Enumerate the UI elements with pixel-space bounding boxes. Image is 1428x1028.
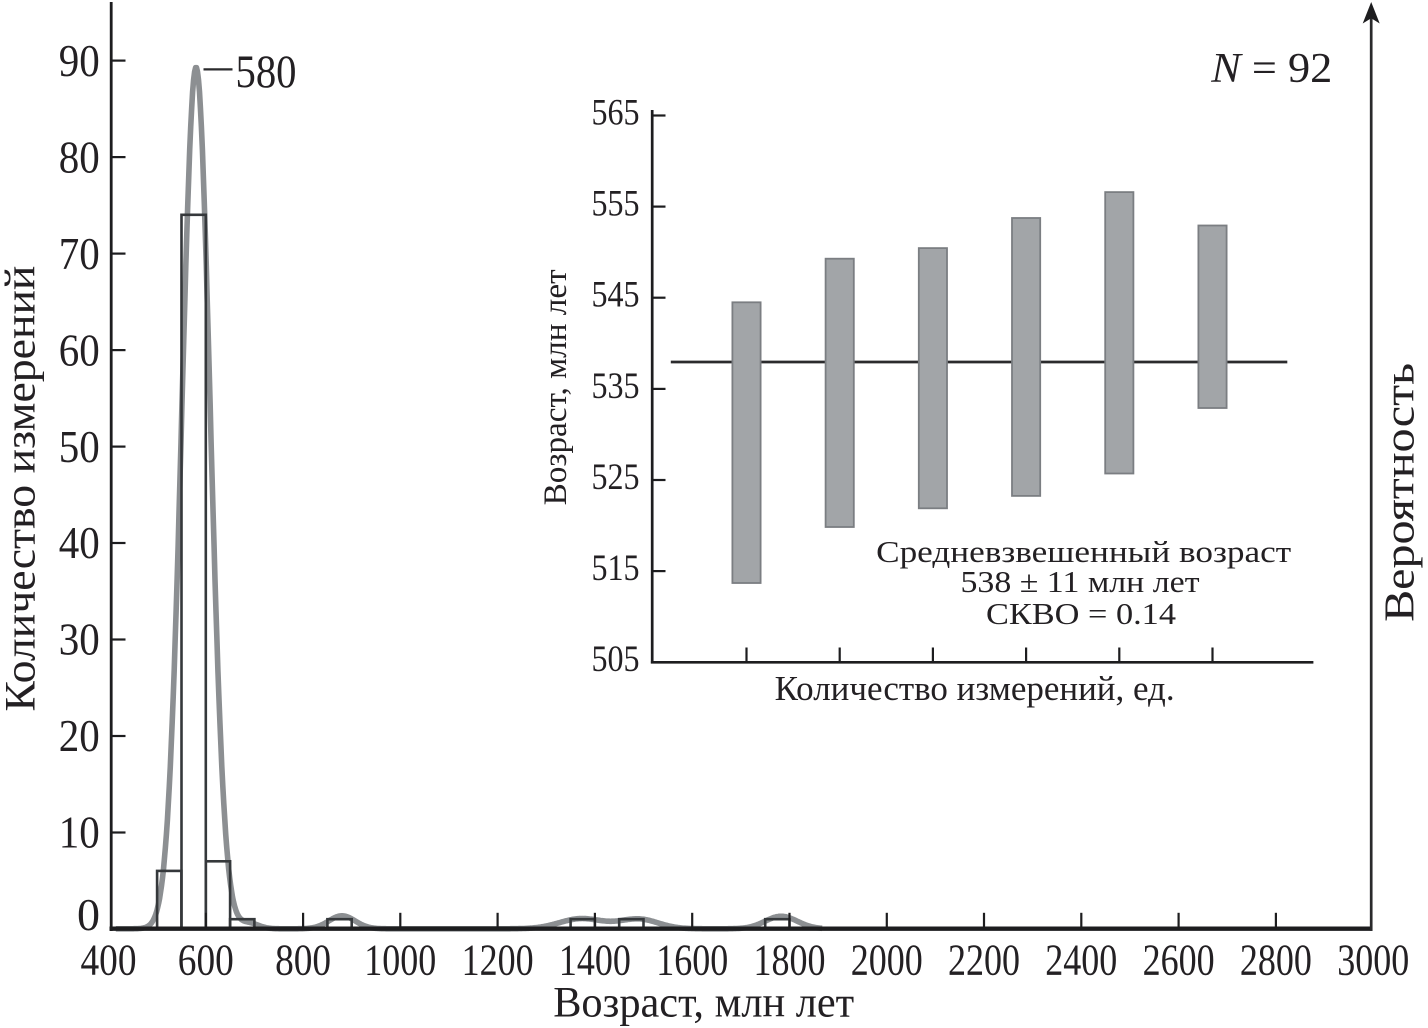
svg-text:580: 580 [236,46,297,98]
svg-text:N = 92: N = 92 [1210,45,1332,92]
svg-text:10: 10 [59,807,100,858]
svg-text:2600: 2600 [1143,935,1215,984]
svg-text:Количество измерений, ед.: Количество измерений, ед. [775,670,1175,708]
svg-text:600: 600 [178,935,234,984]
svg-text:1000: 1000 [364,935,436,984]
svg-text:80: 80 [59,131,100,182]
svg-text:1600: 1600 [656,935,728,984]
svg-text:1200: 1200 [462,935,534,984]
svg-text:50: 50 [59,421,100,472]
svg-text:2800: 2800 [1240,935,1312,984]
svg-text:400: 400 [81,935,137,984]
svg-text:Вероятность: Вероятность [1377,363,1424,622]
svg-text:Средневзвешенный возраст: Средневзвешенный возраст [876,534,1292,569]
svg-text:565: 565 [592,93,640,134]
svg-text:30: 30 [59,614,100,665]
svg-text:535: 535 [592,366,640,407]
svg-text:525: 525 [592,457,640,498]
svg-text:2000: 2000 [851,935,923,984]
svg-text:3000: 3000 [1337,935,1409,984]
svg-text:515: 515 [592,548,640,589]
svg-text:60: 60 [59,324,100,375]
svg-text:800: 800 [275,935,331,984]
svg-text:505: 505 [592,639,640,680]
svg-text:2200: 2200 [948,935,1020,984]
svg-text:Возраст, млн лет: Возраст, млн лет [553,980,854,1027]
svg-text:70: 70 [59,228,100,279]
svg-text:20: 20 [59,710,100,761]
svg-text:2400: 2400 [1045,935,1117,984]
svg-text:Количество измерений: Количество измерений [0,266,45,712]
svg-text:90: 90 [59,35,100,86]
svg-text:Возраст, млн лет: Возраст, млн лет [538,269,574,505]
svg-text:0: 0 [77,889,100,940]
svg-text:545: 545 [592,275,640,316]
svg-text:1800: 1800 [754,935,826,984]
svg-text:40: 40 [59,517,100,568]
svg-text:СКВО = 0.14: СКВО = 0.14 [986,596,1177,631]
svg-text:555: 555 [592,184,640,225]
svg-text:1400: 1400 [559,935,631,984]
svg-text:538 ± 11 млн лет: 538 ± 11 млн лет [961,564,1200,599]
